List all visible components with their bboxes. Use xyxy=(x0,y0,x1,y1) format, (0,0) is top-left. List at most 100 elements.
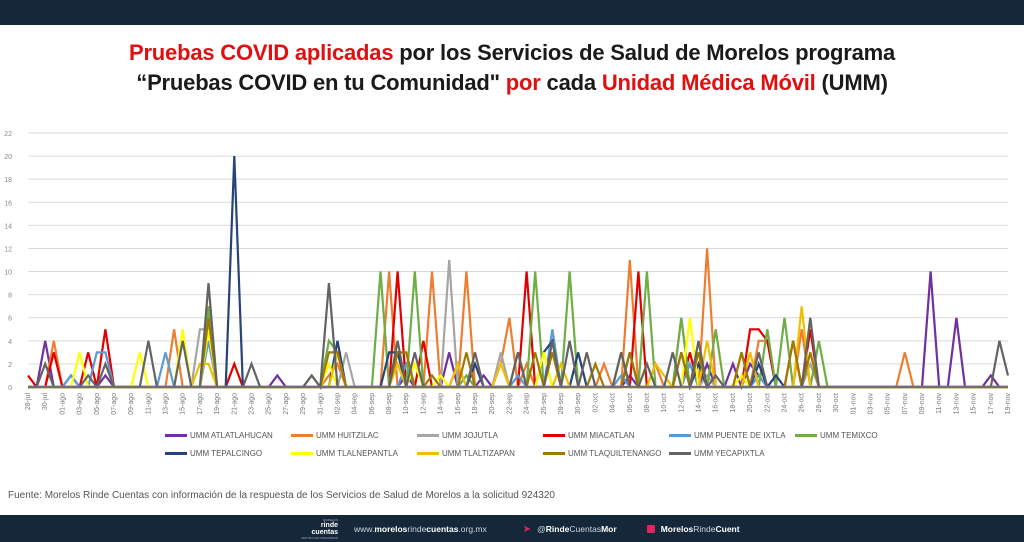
x-tick-label: 06-sep xyxy=(369,393,376,415)
legend-item: UMM HUITZILAC xyxy=(291,431,417,440)
x-tick-label: 28-sep xyxy=(558,393,565,415)
page-title: Pruebas COVID aplicadas por los Servicio… xyxy=(0,38,1024,98)
x-tick-label: 30-sep xyxy=(575,393,582,415)
facebook-handle[interactable]: MorelosRindeCuent xyxy=(661,524,740,534)
x-axis-ticks: 28-jul 30-jul 01-ago 03-ago 05-ago 07-ago 09-a… xyxy=(25,393,1012,415)
x-tick-label: 16-oct xyxy=(713,393,720,413)
handle-part: Cuent xyxy=(715,524,740,534)
title-text: “Pruebas COVID en tu Comunidad" xyxy=(136,70,506,95)
x-tick-label: 13-ago xyxy=(163,393,170,415)
x-tick-label: 31-ago xyxy=(317,393,324,415)
x-tick-label: 19-nov xyxy=(1005,393,1012,415)
x-tick-label: 30-oct xyxy=(833,393,840,413)
x-tick-label: 19-ago xyxy=(214,393,221,415)
x-tick-label: 01-nov xyxy=(850,393,857,415)
x-tick-label: 17-ago xyxy=(197,393,204,415)
legend-item: UMM YECAPIXTLA xyxy=(669,449,795,458)
legend-item: UMM ATLATLAHUCAN xyxy=(165,431,291,440)
series-line-umm-jojutla xyxy=(28,259,1008,389)
y-tick-label: 4 xyxy=(8,339,12,346)
y-tick-label: 2 xyxy=(8,362,12,369)
legend-label: UMM TLAQUILTENANGO xyxy=(568,448,662,458)
x-tick-label: 07-ago xyxy=(111,393,118,415)
legend-swatch xyxy=(417,451,439,455)
x-tick-label: 09-nov xyxy=(919,393,926,415)
gridlines xyxy=(28,132,1008,365)
x-tick-label: 13-nov xyxy=(953,393,960,415)
footer-content: MORELOS rinde cuentas CENTRO DE INTEGRID… xyxy=(288,518,770,540)
x-tick-label: 18-oct xyxy=(730,393,737,413)
x-tick-label: 02-sep xyxy=(334,393,341,415)
legend-swatch xyxy=(165,451,187,455)
legend-item: UMM TEPALCINGO xyxy=(165,449,291,458)
url-part: www. xyxy=(354,524,375,534)
legend-row: UMM TEPALCINGO UMM TLALNEPANTLA UMM TLALTI… xyxy=(165,444,925,462)
x-tick-label: 24-oct xyxy=(781,393,788,413)
x-tick-label: 15-ago xyxy=(180,393,187,415)
x-tick-label: 28-jul xyxy=(25,393,32,411)
top-bar xyxy=(0,0,1024,25)
handle-part: Rinde xyxy=(545,524,570,534)
x-tick-label: 07-nov xyxy=(902,393,909,415)
title-text: cada xyxy=(540,70,602,95)
handle-part: Mor xyxy=(601,524,617,534)
twitter-icon: ➤ xyxy=(522,523,532,535)
x-tick-label: 22-oct xyxy=(764,393,771,413)
legend-label: UMM TEMIXCO xyxy=(820,430,878,440)
y-tick-label: 18 xyxy=(4,177,12,184)
x-tick-label: 20-sep xyxy=(489,393,496,415)
y-tick-label: 16 xyxy=(4,200,12,207)
x-tick-label: 03-nov xyxy=(867,393,874,415)
x-tick-label: 21-ago xyxy=(231,393,238,415)
x-tick-label: 27-ago xyxy=(283,393,290,415)
x-tick-label: 05-nov xyxy=(885,393,892,415)
y-tick-label: 10 xyxy=(4,270,12,277)
y-tick-label: 20 xyxy=(4,154,12,161)
y-axis-ticks: 0 2 4 6 8 10 12 14 16 18 20 22 xyxy=(4,131,12,392)
legend-swatch xyxy=(291,451,313,455)
x-tick-label: 15-nov xyxy=(971,393,978,415)
footer-bar: MORELOS rinde cuentas CENTRO DE INTEGRID… xyxy=(0,515,1024,542)
handle-part: Morelos xyxy=(660,524,694,534)
x-tick-label: 16-sep xyxy=(455,393,462,415)
title-text: (UMM) xyxy=(815,70,888,95)
chart-legend: UMM ATLATLAHUCAN UMM HUITZILAC UMM JOJUTLA… xyxy=(165,426,925,462)
legend-label: UMM MIACATLAN xyxy=(568,430,635,440)
legend-swatch xyxy=(669,451,691,455)
x-tick-label: 08-oct xyxy=(644,393,651,413)
x-tick-label: 24-sep xyxy=(524,393,531,415)
y-tick-label: 14 xyxy=(4,223,12,230)
x-tick-label: 10-sep xyxy=(403,393,410,415)
twitter-handle[interactable]: @RindeCuentasMor xyxy=(537,524,617,534)
legend-swatch xyxy=(795,433,817,437)
y-tick-label: 12 xyxy=(4,246,12,253)
facebook-icon xyxy=(646,525,655,533)
x-tick-label: 11-ago xyxy=(145,393,152,414)
title-highlight: por xyxy=(505,70,541,95)
legend-swatch xyxy=(543,433,565,437)
x-tick-label: 08-sep xyxy=(386,393,393,415)
handle-part: Cuentas xyxy=(569,524,602,534)
x-tick-label: 04-sep xyxy=(352,393,359,415)
x-tick-label: 26-oct xyxy=(799,393,806,413)
x-tick-label: 11-nov xyxy=(936,393,943,414)
y-tick-label: 6 xyxy=(8,316,12,323)
legend-swatch xyxy=(543,451,565,455)
legend-swatch xyxy=(669,433,691,437)
morelos-rinde-cuentas-logo[interactable]: MORELOS rinde cuentas CENTRO DE INTEGRID… xyxy=(288,518,338,540)
x-tick-label: 02-oct xyxy=(592,393,599,413)
legend-label: UMM TLALTIZAPAN xyxy=(442,448,515,458)
x-tick-label: 18-sep xyxy=(472,393,479,415)
x-tick-label: 29-ago xyxy=(300,393,307,415)
legend-label: UMM YECAPIXTLA xyxy=(694,448,765,458)
logo-small-text: MORELOS xyxy=(322,518,338,522)
website-link[interactable]: www.morelosrindecuentas.org.mx xyxy=(354,524,487,534)
y-tick-label: 0 xyxy=(8,385,12,392)
legend-row: UMM ATLATLAHUCAN UMM HUITZILAC UMM JOJUTLA… xyxy=(165,426,925,444)
legend-swatch xyxy=(417,433,439,437)
legend-label: UMM TLALNEPANTLA xyxy=(316,448,398,458)
x-tick-label: 06-oct xyxy=(627,393,634,413)
x-tick-label: 28-oct xyxy=(816,393,823,413)
x-tick-label: 30-jul xyxy=(42,393,49,411)
title-text: por los Servicios de Salud de Morelos pr… xyxy=(393,40,896,65)
